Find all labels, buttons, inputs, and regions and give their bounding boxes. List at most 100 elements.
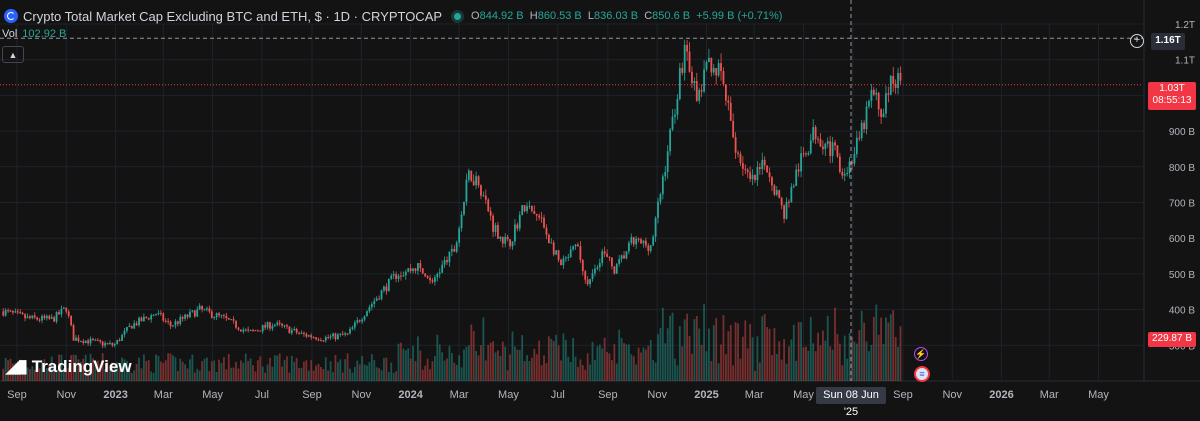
us-flag-event-icon[interactable]: ≡ bbox=[914, 366, 930, 382]
price-chart[interactable]: Sep Nov 2023 Mar May Jul Sep Nov 2024 Mar May Jul Se… bbox=[0, 0, 1200, 407]
x-tick-label: Nov bbox=[647, 389, 667, 401]
volume-bar bbox=[387, 372, 390, 381]
candle-body bbox=[370, 304, 373, 308]
volume-bar bbox=[567, 356, 570, 381]
x-tick-label: 2024 bbox=[398, 389, 423, 401]
volume-bar bbox=[528, 361, 531, 381]
volume-bar bbox=[58, 354, 60, 381]
candle-body bbox=[516, 224, 519, 229]
volume-bar bbox=[581, 365, 584, 381]
candle-body bbox=[249, 330, 252, 332]
candle-body bbox=[239, 329, 242, 332]
volume-bar bbox=[283, 359, 286, 381]
candle-body bbox=[584, 271, 587, 280]
candle-body bbox=[106, 343, 109, 345]
volume-bar bbox=[596, 346, 599, 381]
volume-bar bbox=[19, 366, 22, 381]
candle-body bbox=[649, 245, 652, 251]
volume-bar bbox=[674, 358, 676, 381]
candle-body bbox=[7, 310, 9, 312]
candle-body bbox=[218, 313, 220, 316]
volume-bar bbox=[552, 340, 555, 381]
candle-body bbox=[783, 205, 785, 219]
candle-body bbox=[281, 323, 284, 326]
candle-body bbox=[843, 174, 846, 176]
candle-body bbox=[181, 317, 184, 319]
candle-body bbox=[613, 266, 616, 274]
candle-body bbox=[89, 338, 92, 344]
volume-bar bbox=[555, 334, 558, 381]
tradingview-logo[interactable]: ◢▮ TradingView bbox=[6, 356, 132, 376]
volume-bar bbox=[72, 354, 75, 381]
volume-bar bbox=[227, 354, 230, 381]
volume-bar bbox=[579, 359, 582, 381]
volume-bar bbox=[691, 353, 693, 381]
volume-bar bbox=[436, 334, 439, 381]
volume-bar bbox=[698, 328, 701, 381]
candle-body bbox=[509, 239, 511, 247]
volume-bar bbox=[208, 370, 211, 381]
candle-body bbox=[467, 170, 470, 180]
volume-bar bbox=[625, 344, 628, 381]
candle-body bbox=[458, 228, 461, 243]
candle-body bbox=[521, 205, 524, 216]
candle-body bbox=[424, 273, 427, 277]
candle-body bbox=[691, 71, 693, 84]
volume-bar bbox=[705, 351, 708, 381]
plus-circle-icon[interactable]: + bbox=[1130, 34, 1144, 48]
volume-bar bbox=[237, 368, 240, 381]
candle-body bbox=[482, 195, 485, 197]
volume-bar bbox=[598, 344, 601, 381]
volume-bar bbox=[395, 371, 397, 381]
symbol-title[interactable]: Crypto Total Market Cap Excluding BTC an… bbox=[23, 8, 443, 24]
candle-body bbox=[897, 72, 899, 88]
volume-bar bbox=[676, 365, 679, 381]
volume-bar bbox=[766, 327, 769, 381]
volume-bar bbox=[860, 310, 863, 381]
candle-body bbox=[669, 129, 672, 152]
volume-bar bbox=[142, 354, 145, 381]
candle-body bbox=[206, 308, 208, 310]
volume-bar bbox=[65, 368, 68, 381]
volume-bar bbox=[218, 359, 220, 381]
candle-body bbox=[577, 244, 579, 247]
volume-bar bbox=[543, 355, 545, 381]
volume-bar bbox=[278, 353, 281, 381]
candle-body bbox=[625, 251, 628, 259]
volume-bar bbox=[176, 370, 179, 381]
volume-bar bbox=[324, 357, 327, 381]
volume-bar bbox=[501, 341, 504, 381]
volume-bar bbox=[606, 352, 608, 381]
market-status-icon[interactable] bbox=[454, 12, 462, 20]
candle-body bbox=[336, 334, 339, 340]
volume-bar bbox=[14, 362, 17, 381]
volume-bar bbox=[897, 346, 899, 381]
volume-bar bbox=[661, 307, 664, 381]
candle-body bbox=[264, 324, 267, 328]
volume-bar bbox=[135, 363, 138, 381]
candle-body bbox=[433, 277, 436, 282]
candle-body bbox=[317, 339, 320, 341]
candle-body bbox=[142, 316, 145, 322]
candle-body bbox=[196, 309, 199, 317]
candle-body bbox=[448, 251, 451, 263]
volume-bar bbox=[276, 355, 279, 381]
volume-bar bbox=[637, 347, 640, 381]
y-tick-label: 400 B bbox=[1169, 306, 1195, 317]
candle-body bbox=[113, 343, 116, 346]
candle-body bbox=[538, 215, 541, 218]
volume-bar bbox=[155, 354, 157, 381]
candle-body bbox=[254, 330, 257, 332]
candle-body bbox=[572, 246, 575, 250]
candle-body bbox=[659, 194, 662, 202]
volume-bar bbox=[509, 354, 511, 381]
y-tick-label: 600 B bbox=[1169, 234, 1195, 245]
volume-bar bbox=[339, 359, 342, 381]
candle-body bbox=[152, 315, 155, 317]
lightning-event-icon[interactable]: ⚡ bbox=[914, 347, 928, 361]
candle-body bbox=[346, 333, 349, 335]
volume-bar bbox=[349, 368, 351, 381]
candle-body bbox=[189, 311, 191, 318]
volume-bar bbox=[678, 326, 681, 381]
collapse-legend-button[interactable]: ▲ bbox=[2, 46, 24, 63]
